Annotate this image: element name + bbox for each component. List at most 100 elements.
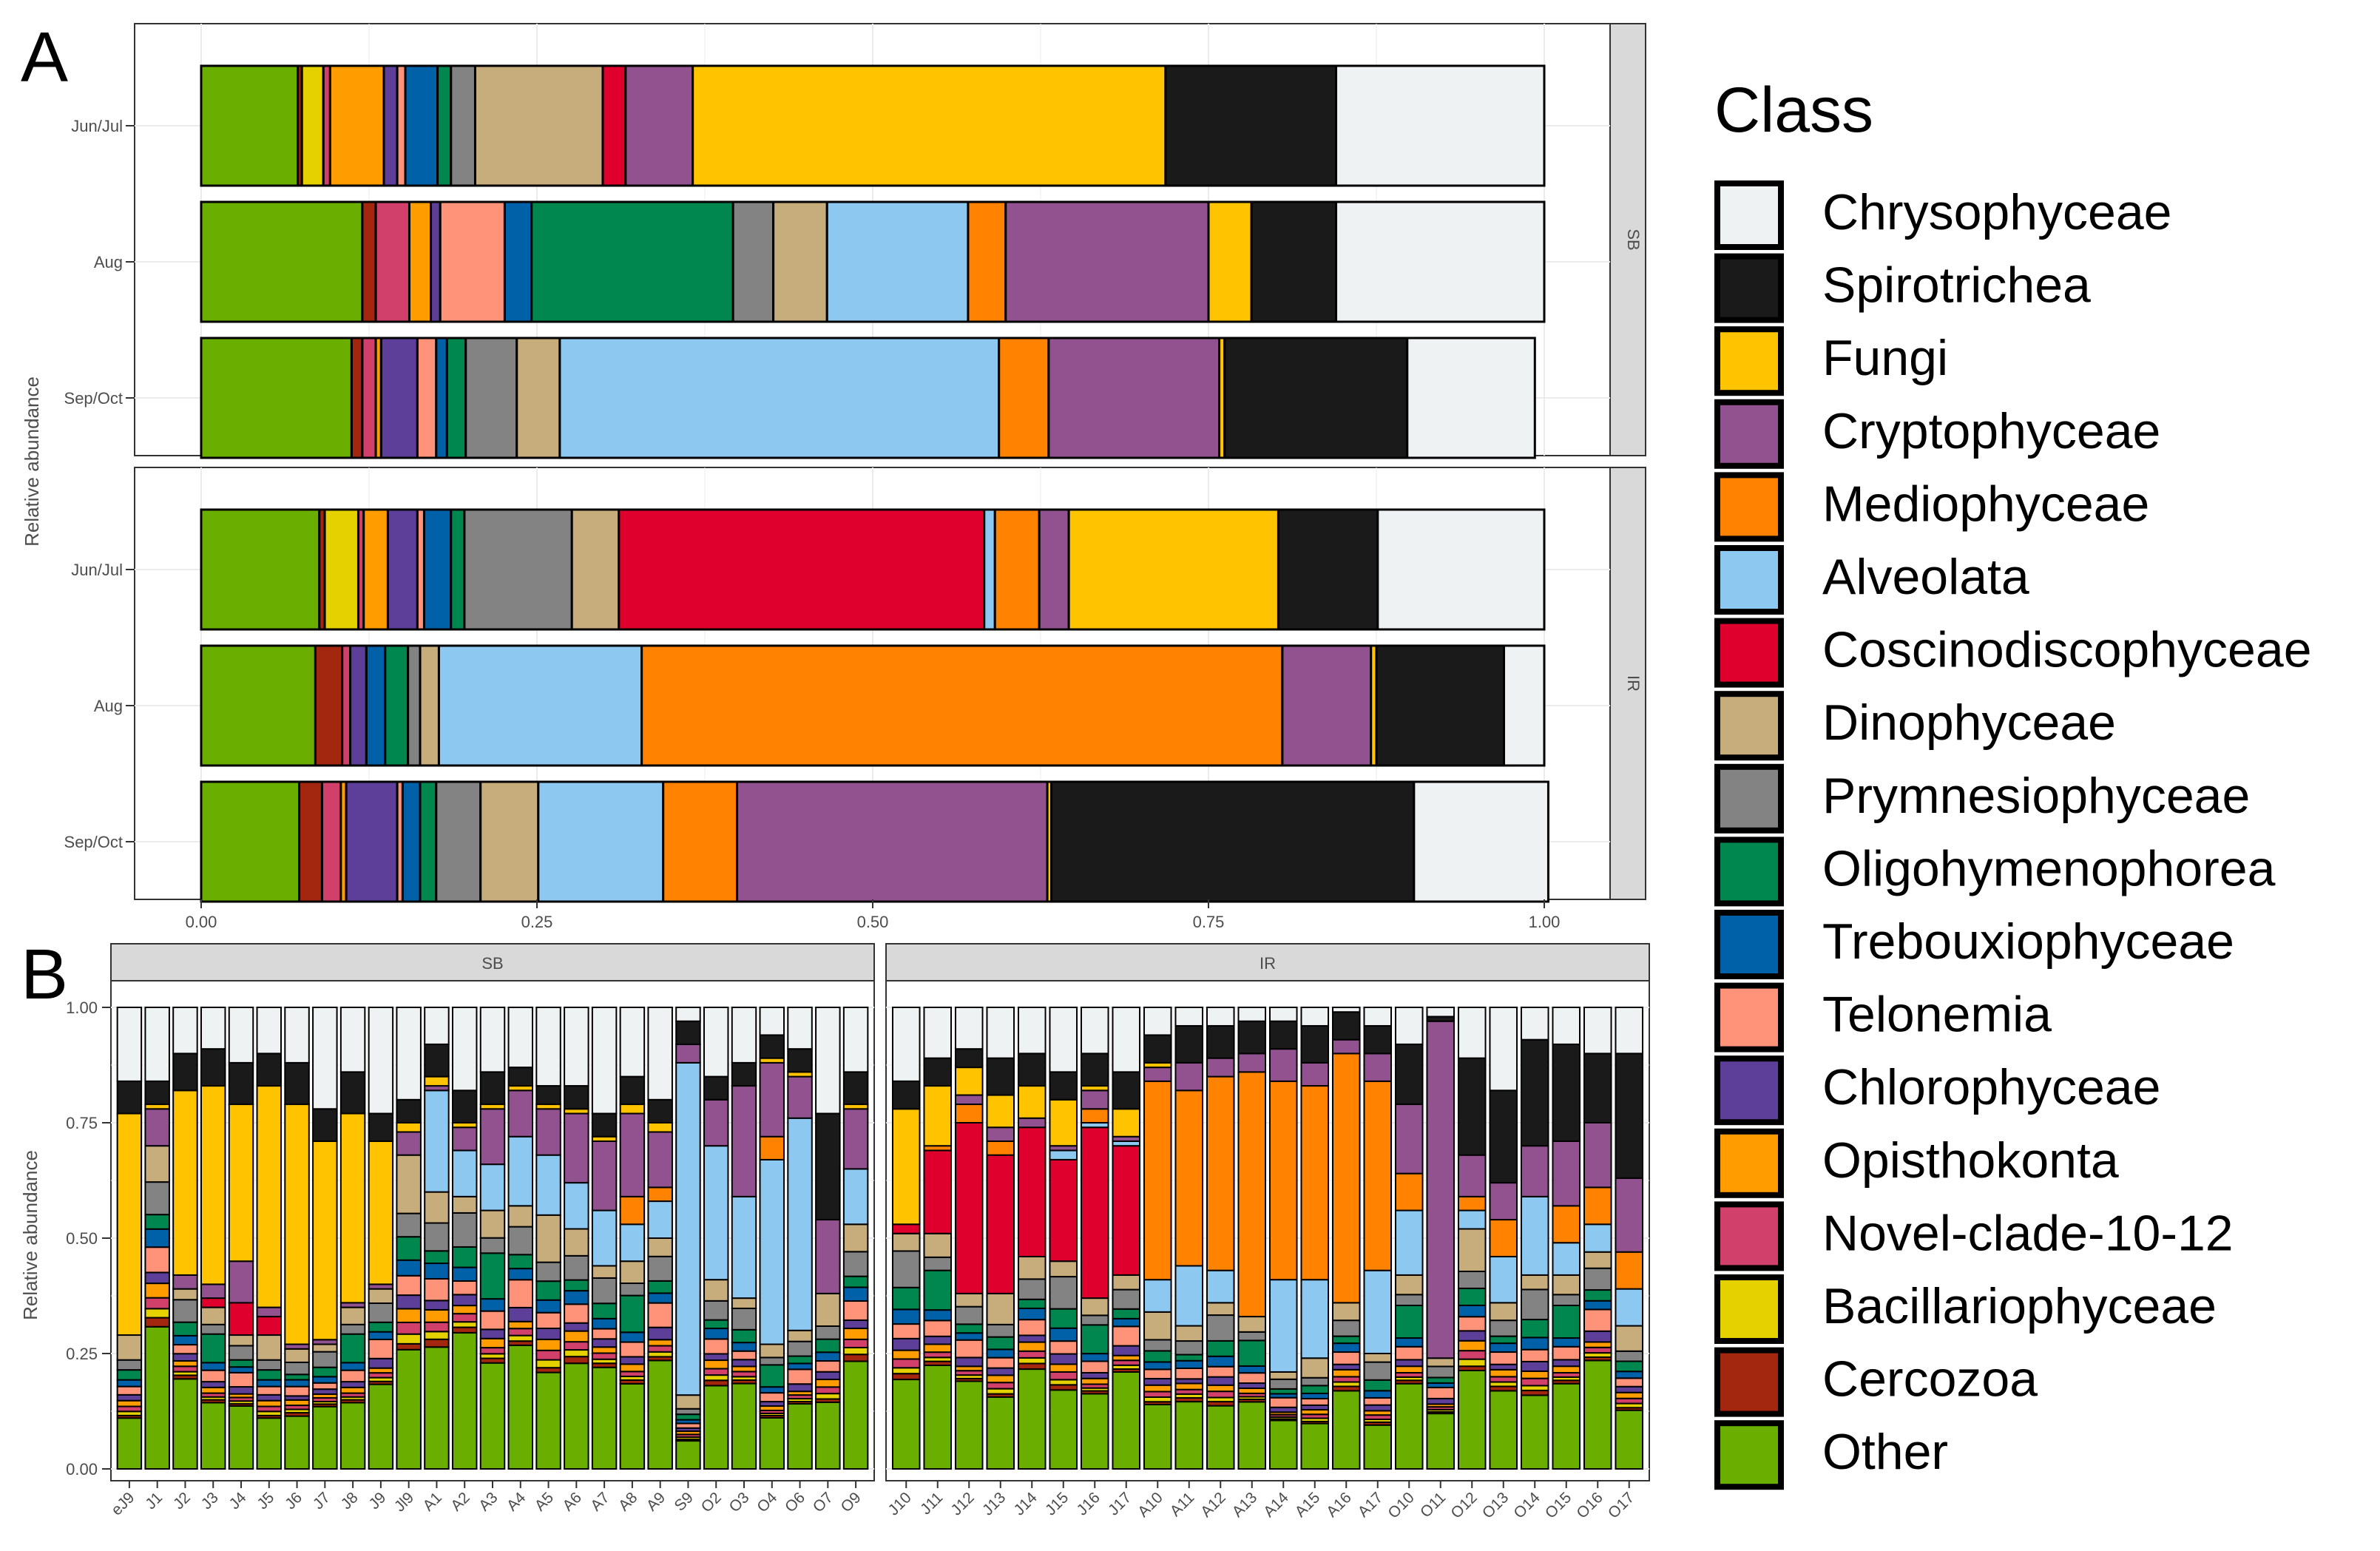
bar-segment-sb-ej9-spirotrichea: [116, 1080, 143, 1115]
bar-segment-sb-jun-jul-oligohymenophorea: [436, 64, 453, 187]
panel-a-y-axis-title: Relative abundance: [21, 376, 43, 547]
x-label-sb-o2: O2: [698, 1489, 725, 1515]
bar-segment-ir-o10-spirotrichea: [1394, 1043, 1424, 1106]
bar-segment-ir-a17-oligohymenophorea: [1363, 1379, 1393, 1392]
bar-segment-ir-j15-novel-clade-10-12: [1049, 1371, 1078, 1381]
bar-segment-ir-sep-oct-prymnesiophyceae: [435, 780, 482, 903]
bar-segment-ir-o15-chrysophyceae: [1552, 1007, 1581, 1045]
bar-segment-ir-j12-dinophyceae: [954, 1292, 984, 1308]
legend-swatch-opisthokonta: [1714, 1128, 1784, 1198]
bar-segment-sb-a5-trebouxiophyceae: [535, 1299, 561, 1314]
bar-segment-sb-o3-telonemia: [731, 1350, 757, 1361]
bar-segment-ir-j16-chrysophyceae: [1080, 1007, 1109, 1055]
bar-segment-ir-o15-dinophyceae: [1552, 1274, 1581, 1296]
bar-segment-sb-ej9-telonemia: [116, 1385, 143, 1396]
bar-segment-ir-aug-alveolata: [437, 644, 643, 767]
bar-segment-sb-a9-spirotrichea: [647, 1098, 673, 1124]
bar-segment-ir-a12-mediophyceae: [1206, 1075, 1235, 1271]
bar-segment-sb-o4-prymnesiophyceae: [759, 1356, 785, 1366]
x-label-sb-o7: O7: [810, 1489, 836, 1515]
bar-segment-sb-j1-chrysophyceae: [144, 1007, 170, 1082]
bar-segment-sb-a5-chrysophyceae: [535, 1007, 561, 1087]
legend-label-alveolata: Alveolata: [1822, 549, 2029, 605]
bar-segment-ir-j14-spirotrichea: [1017, 1052, 1047, 1087]
bar-segment-sb-o3-other: [731, 1382, 757, 1470]
bar-segment-sb-sep-oct-spirotrichea: [1223, 337, 1409, 459]
bar-segment-ir-j15-bacillariophyceae: [1049, 1379, 1078, 1386]
bar-segment-ir-j10-bacillariophyceae: [891, 1367, 921, 1375]
bar-segment-sb-o7-telonemia: [815, 1360, 841, 1373]
legend-swatch-chlorophyceae: [1714, 1055, 1784, 1126]
bar-segment-sb-a2-other: [451, 1331, 478, 1470]
bar-segment-ir-a11-spirotrichea: [1174, 1024, 1204, 1064]
bar-segment-ir-a14-other: [1268, 1419, 1298, 1470]
bar-segment-ir-a16-spirotrichea: [1331, 1011, 1361, 1041]
bar-segment-sb-o9-oligohymenophorea: [842, 1275, 869, 1288]
bar-segment-ir-j12-chlorophyceae: [954, 1356, 984, 1368]
bar-segment-sb-a1-other: [424, 1346, 450, 1470]
bar-segment-ir-o16-trebouxiophyceae: [1583, 1300, 1612, 1311]
bar-segment-sb-j1-cryptophyceae: [144, 1108, 170, 1147]
bar-segment-ir-j12-chrysophyceae: [954, 1007, 984, 1050]
bar-segment-sb-jun-jul-opisthokonta: [328, 64, 385, 187]
bar-segment-ir-j15-oligohymenophorea: [1049, 1308, 1078, 1329]
bar-segment-ir-a10-mediophyceae: [1143, 1080, 1172, 1281]
bar-segment-ir-j11-coscinodiscophyceae: [923, 1149, 953, 1234]
bar-segment-ir-j14-novel-clade-10-12: [1017, 1350, 1047, 1359]
bar-segment-sb-a2-prymnesiophyceae: [451, 1212, 478, 1248]
bar-segment-ir-a11-cryptophyceae: [1174, 1061, 1204, 1092]
x-label-ir-a15: A15: [1292, 1489, 1324, 1521]
bar-segment-ir-j11-telonemia: [923, 1319, 953, 1337]
bar-segment-ir-j12-mediophyceae: [954, 1104, 984, 1124]
bar-segment-sb-a8-spirotrichea: [619, 1075, 646, 1106]
bar-segment-sb-j9-dinophyceae: [368, 1288, 394, 1304]
bar-segment-ir-j14-cryptophyceae: [1017, 1117, 1047, 1129]
row-label-ir-jun-jul: Jun/Jul: [71, 561, 123, 579]
bar-segment-sb-j4-fungi: [228, 1104, 254, 1263]
bar-segment-ir-jun-jul-bacillariophyceae: [323, 508, 359, 631]
bar-segment-sb-o2-cryptophyceae: [703, 1098, 729, 1147]
bar-segment-sb-j7-dinophyceae: [312, 1343, 338, 1353]
bar-segment-sb-a6-dinophyceae: [564, 1228, 589, 1257]
bar-segment-sb-a3-trebouxiophyceae: [479, 1298, 506, 1312]
bar-segment-ir-o15-alveolata: [1552, 1242, 1581, 1276]
bar-segment-sb-a8-cryptophyceae: [619, 1112, 646, 1197]
bar-segment-ir-o12-other: [1457, 1369, 1487, 1470]
bar-segment-ir-a15-alveolata: [1300, 1279, 1330, 1359]
bar-segment-sb-j9-oligohymenophorea: [368, 1321, 394, 1333]
bar-segment-ir-o17-chrysophyceae: [1615, 1007, 1644, 1055]
bar-segment-ir-sep-oct-novel-clade-10-12: [320, 780, 342, 903]
bar-segment-ir-j11-spirotrichea: [923, 1057, 953, 1087]
bar-segment-ir-o15-other: [1552, 1382, 1581, 1470]
bar-segment-ir-a10-alveolata: [1143, 1279, 1172, 1313]
bar-segment-ir-j13-novel-clade-10-12: [986, 1382, 1015, 1390]
bar-segment-ir-a10-spirotrichea: [1143, 1034, 1172, 1064]
bar-segment-sb-a7-chrysophyceae: [591, 1007, 618, 1115]
bar-segment-sb-aug-opisthokonta: [408, 200, 433, 323]
x-tick-label-0-50: 0.50: [857, 913, 889, 931]
bar-segment-ir-a13-spirotrichea: [1237, 1020, 1267, 1055]
x-label-sb-j3: J3: [198, 1489, 222, 1513]
bar-segment-ir-a17-dinophyceae: [1363, 1353, 1393, 1363]
bar-segment-ir-a10-chrysophyceae: [1143, 1007, 1172, 1036]
bar-segment-sb-a4-chrysophyceae: [507, 1007, 534, 1069]
bar-segment-ir-jun-jul-mediophyceae: [993, 508, 1041, 631]
bar-segment-ir-o14-trebouxiophyceae: [1520, 1337, 1549, 1351]
bar-segment-sb-a4-trebouxiophyceae: [507, 1268, 534, 1281]
bar-segment-sb-j2-oligohymenophorea: [172, 1321, 198, 1337]
bar-segment-sb-o2-telonemia: [703, 1338, 729, 1355]
x-label-sb-a6: A6: [559, 1489, 584, 1514]
bar-segment-ir-o16-novel-clade-10-12: [1583, 1346, 1612, 1354]
bar-segment-sb-a4-other: [507, 1344, 534, 1470]
legend-label-prymnesiophyceae: Prymnesiophyceae: [1822, 768, 2250, 824]
panel-b-sb-strip: [110, 943, 875, 981]
bar-segment-ir-o12-prymnesiophyceae: [1457, 1270, 1487, 1289]
bar-segment-ir-o12-chlorophyceae: [1457, 1330, 1487, 1342]
x-label-sb-s9: S9: [672, 1489, 697, 1514]
bar-segment-ir-j15-cercozoa: [1049, 1384, 1078, 1391]
bar-segment-sb-o9-chlorophyceae: [842, 1319, 869, 1330]
bar-segment-sb-a9-cryptophyceae: [647, 1131, 673, 1189]
bar-segment-sb-s9-alveolata: [675, 1061, 701, 1396]
bar-segment-sb-o9-spirotrichea: [842, 1071, 869, 1106]
bar-segment-ir-jun-jul-dinophyceae: [570, 508, 621, 631]
